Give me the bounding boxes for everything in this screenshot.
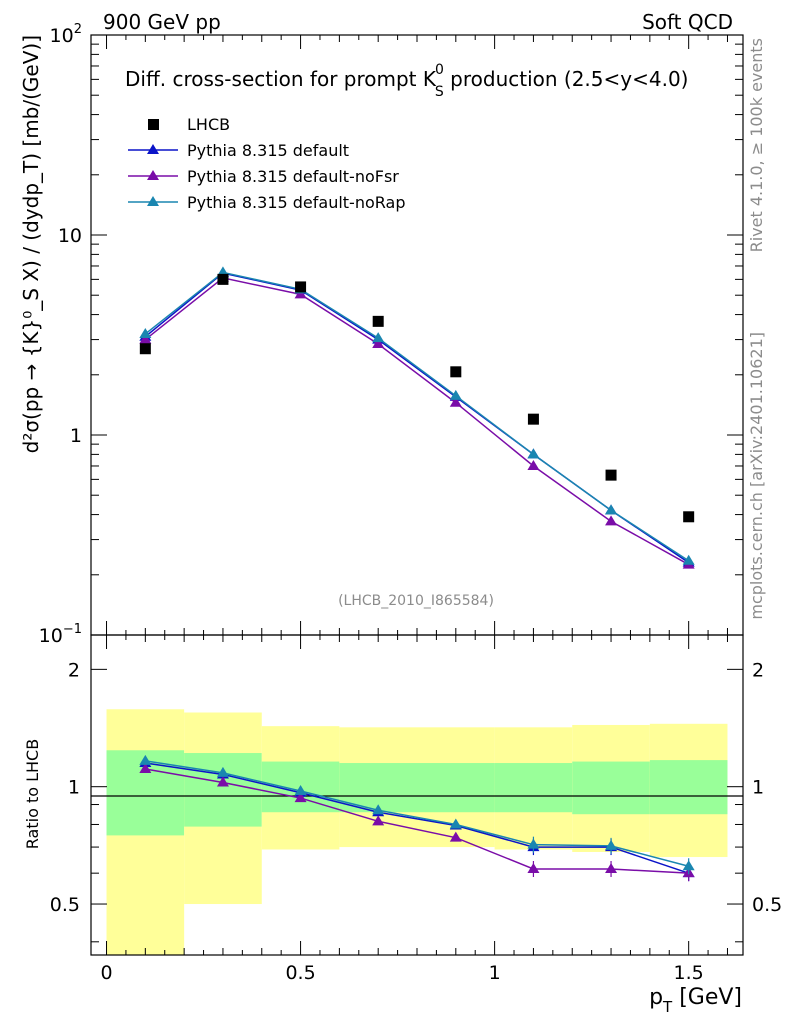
y-tick-label-exp: 2 [74,22,82,37]
series-marker-noFsr [294,288,307,299]
data-point-lhcb [295,281,307,293]
legend-marker-lhcb [148,119,159,130]
ratio-line-default [145,762,689,874]
series-marker-noFsr [372,338,385,349]
series-marker-noFsr [449,396,462,407]
ratio-ytick-label-left: 2 [68,659,80,681]
series-marker-noRap [449,389,462,400]
y-tick-label-base: 10 [39,625,63,647]
x-tick-label: 1 [489,962,501,984]
data-point-lhcb [372,315,384,327]
ratio-marker-noRap [372,804,385,815]
analysis-watermark: (LHCB_2010_I865584) [338,593,494,609]
y-tick-label: 102 [50,22,82,47]
data-point-lhcb [527,413,539,425]
x-tick-label: 0.5 [285,962,315,984]
y-tick-label: 10−1 [39,622,82,647]
series-marker-noFsr [527,459,540,470]
xlabel-sub: T [662,998,673,1016]
ratio-ytick-label-right: 1 [752,777,764,799]
ratio-marker-noRap [605,839,618,850]
mcplots-label: mcplots.cern.ch [arXiv:2401.10621] [747,332,766,620]
series-marker-noRap [372,332,385,343]
data-point-lhcb [605,469,617,481]
data-point-lhcb [683,511,695,523]
y-tick-label: 1 [70,425,82,447]
rivet-label: Rivet 4.1.0, ≥ 100k events [747,38,766,252]
ratio-error-bands [106,709,728,955]
ratio-marker-noRap [294,784,307,795]
ratio-marker-noRap [682,860,695,871]
series-marker-noFsr [605,515,618,526]
x-tick-label: 0 [100,962,112,984]
header-right: Soft QCD [642,10,733,34]
title-subscript: S [435,84,444,100]
band-inner-7 [649,760,728,815]
ratio-line-noFsr [145,768,689,874]
ratio-marker-noRap [527,838,540,849]
y-tick-label-base: 1 [70,425,82,447]
main-series [139,266,695,569]
x-tick-label: 1.5 [674,962,704,984]
band-inner-1 [184,753,262,827]
ratio-line-noRap [145,760,689,867]
ratio-series [139,754,695,882]
series-line-noFsr [144,277,690,566]
legend-marker-norap [147,196,159,206]
y-tick-label-exp: −1 [63,622,82,637]
ratio-marker-noRap [449,818,462,829]
series-marker-noRap [682,554,695,565]
ratio-marker-noFsr [605,862,618,873]
series-marker-noFsr [139,333,152,344]
header-left: 900 GeV pp [103,10,221,34]
ratio-ylabel: Ratio to LHCB [23,739,42,849]
ratio-marker-noFsr [294,792,307,803]
ratio-marker-noFsr [216,776,229,787]
ratio-ytick-label-right: 0.5 [752,894,782,916]
legend-label-lhcb: LHCB [187,115,230,134]
legend-marker-nofsr [147,170,159,180]
series-marker-noRap [527,448,540,459]
data-point-lhcb [139,343,151,355]
ratio-ytick-label-left: 1 [68,777,80,799]
band-inner-4 [417,763,495,813]
title-main: Diff. cross-section for prompt K [125,67,437,91]
x-axis-label: pT [GeV] [649,985,742,1016]
main-data-points [139,273,695,523]
legend-label-nofsr: Pythia 8.315 default-noFsr [187,167,399,186]
data-point-lhcb [450,366,462,378]
ratio-axis-ticks: 0.5 0.5 1 1 2 2 0 0.5 1 1.5 [50,659,782,984]
main-ylabel: d²σ(pp → {K}⁰_S X) / (dydp_T) [mb/(GeV)] [19,35,43,453]
y-tick-label: 10 [58,225,82,247]
title-tail: production (2.5<y<4.0) [444,67,689,91]
xlabel-tail: [GeV] [672,985,742,1010]
title-superscript: 0 [435,62,444,78]
ratio-marker-noFsr [372,815,385,826]
series-line-noRap [144,271,690,562]
ratio-ytick-label-right: 2 [752,659,764,681]
data-point-lhcb [217,273,229,285]
band-inner-5 [494,763,573,813]
band-inner-6 [572,761,650,815]
xlabel-base: p [649,985,663,1010]
plot-title: Diff. cross-section for prompt K0 S produ… [125,62,688,100]
legend-marker-default [147,144,159,154]
y-tick-label-base: 10 [58,225,82,247]
ratio-marker-noFsr [139,763,152,774]
ratio-marker-noFsr [449,831,462,842]
ratio-marker-noFsr [527,862,540,873]
ratio-marker-noRap [216,766,229,777]
series-marker-noRap [605,504,618,515]
series-marker-noRap [139,327,152,338]
y-tick-label-base: 10 [50,25,74,47]
ratio-ytick-label-left: 0.5 [50,894,80,916]
legend: LHCB Pythia 8.315 default Pythia 8.315 d… [128,115,405,212]
ratio-marker-noRap [139,754,152,765]
legend-label-default: Pythia 8.315 default [187,141,349,160]
legend-label-norap: Pythia 8.315 default-noRap [187,193,405,212]
